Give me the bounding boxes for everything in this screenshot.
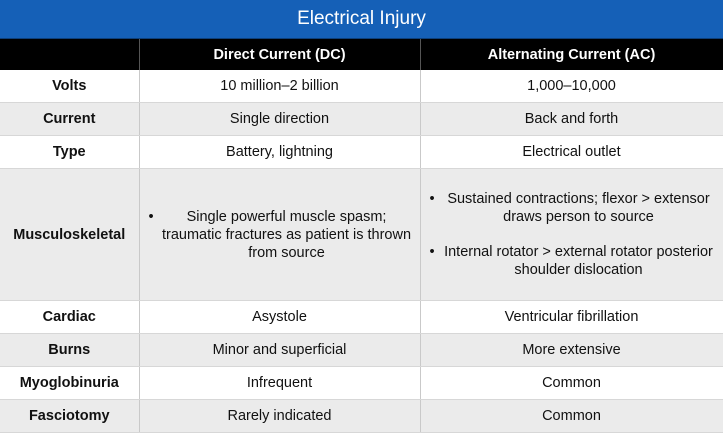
ac-cell: More extensive [420,333,723,367]
header-corner [0,39,140,70]
dc-cell: Minor and superficial [139,333,421,367]
table-row-musculoskeletal: Musculoskeletal Single powerful muscle s… [0,168,723,301]
ac-bullet-list: Sustained contractions; flexor > extenso… [429,190,715,279]
header-row: Direct Current (DC) Alternating Current … [0,39,723,70]
dc-cell: Asystole [139,300,421,334]
row-label: Myoglobinuria [0,366,140,400]
header-dc: Direct Current (DC) [139,39,421,70]
bullet-item: Internal rotator > external rotator post… [429,243,715,279]
dc-cell: Rarely indicated [139,399,421,433]
dc-cell: Single direction [139,102,421,136]
table-row-volts: Volts 10 million–2 billion 1,000–10,000 [0,70,723,103]
ac-cell: Ventricular fibrillation [420,300,723,334]
dc-cell: Single powerful muscle spasm; traumatic … [139,168,421,301]
table-row-type: Type Battery, lightning Electrical outle… [0,135,723,169]
bullet-item: Single powerful muscle spasm; traumatic … [148,208,412,262]
table-row-myoglobinuria: Myoglobinuria Infrequent Common [0,366,723,400]
table-row-current: Current Single direction Back and forth [0,102,723,136]
ac-cell: Electrical outlet [420,135,723,169]
table-row-cardiac: Cardiac Asystole Ventricular fibrillatio… [0,300,723,334]
header-ac: Alternating Current (AC) [420,39,723,70]
dc-cell: 10 million–2 billion [139,70,421,103]
dc-cell: Battery, lightning [139,135,421,169]
ac-cell: 1,000–10,000 [420,70,723,103]
ac-cell: Back and forth [420,102,723,136]
row-label: Type [0,135,140,169]
row-label: Volts [0,70,140,103]
ac-cell: Sustained contractions; flexor > extenso… [420,168,723,301]
table-row-fasciotomy: Fasciotomy Rarely indicated Common [0,399,723,433]
bullet-item: Sustained contractions; flexor > extenso… [429,190,715,226]
ac-cell: Common [420,399,723,433]
row-label: Fasciotomy [0,399,140,433]
row-label: Burns [0,333,140,367]
comparison-table: Direct Current (DC) Alternating Current … [0,39,723,433]
ac-cell: Common [420,366,723,400]
table-row-burns: Burns Minor and superficial More extensi… [0,333,723,367]
row-label: Musculoskeletal [0,168,140,301]
table-title: Electrical Injury [0,0,723,39]
row-label: Current [0,102,140,136]
dc-cell: Infrequent [139,366,421,400]
row-label: Cardiac [0,300,140,334]
dc-bullet-list: Single powerful muscle spasm; traumatic … [148,208,412,262]
